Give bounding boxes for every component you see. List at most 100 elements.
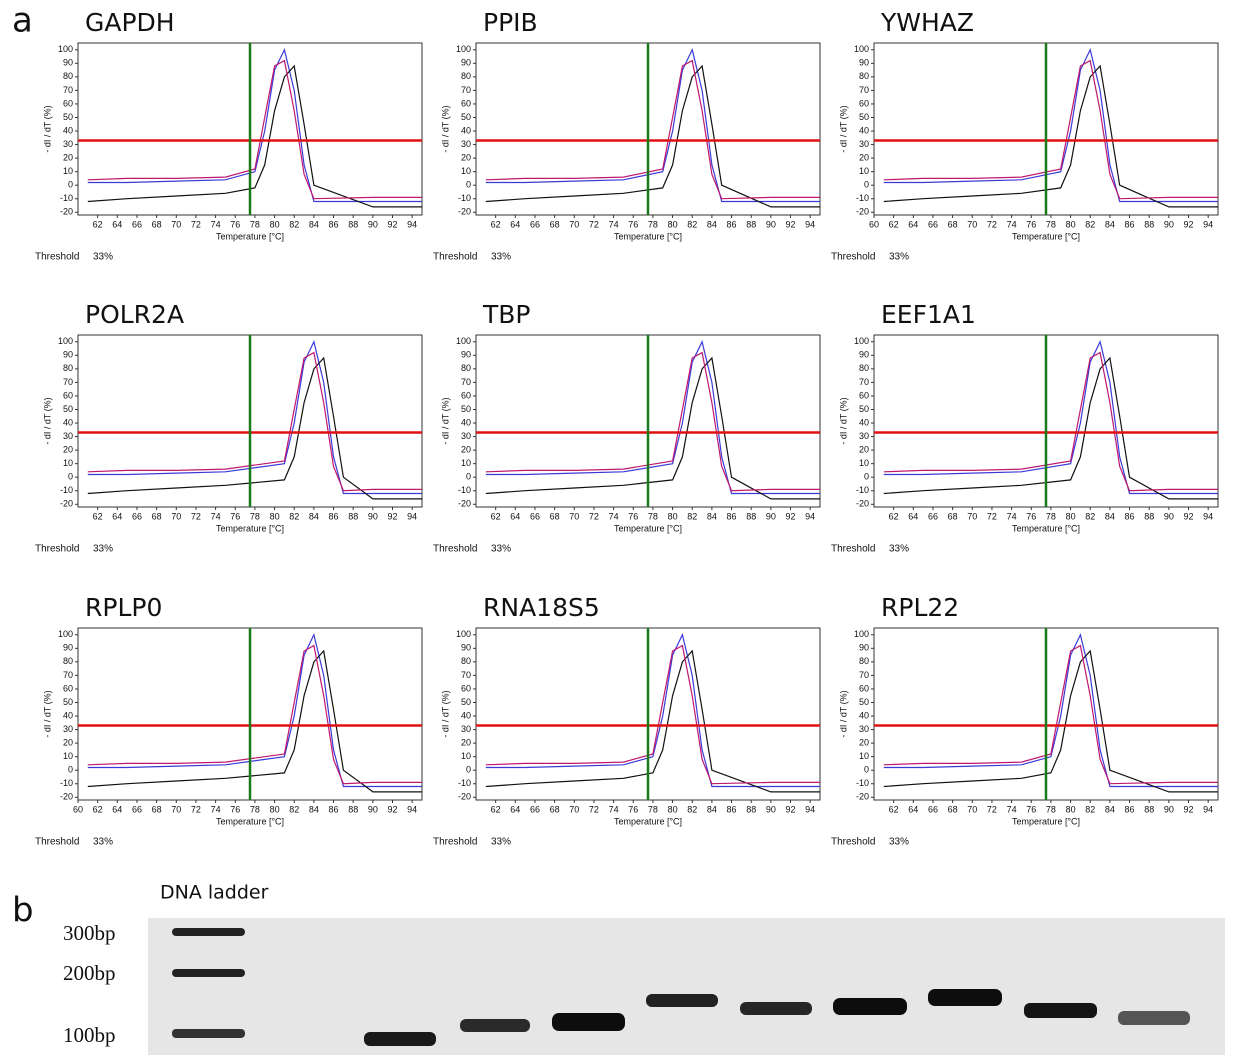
- y-tick-label: 100: [58, 336, 73, 346]
- x-tick-label: 72: [191, 804, 201, 814]
- threshold-value: 33%: [491, 252, 511, 263]
- y-axis-label: - dI / dT (%): [42, 105, 52, 152]
- threshold-label: Threshold: [35, 544, 79, 555]
- melt-curve-panel: PPIB-20-10010203040506070809010062646668…: [433, 8, 820, 263]
- x-tick-label: 64: [510, 511, 520, 521]
- x-tick-label: 90: [766, 219, 776, 229]
- x-tick-label: 64: [112, 804, 122, 814]
- melt-curve-panel: POLR2A-20-100102030405060708090100626466…: [35, 300, 422, 555]
- y-tick-label: -10: [60, 778, 73, 788]
- threshold-value: 33%: [93, 837, 113, 848]
- y-tick-label: 50: [63, 697, 73, 707]
- x-tick-label: 92: [786, 804, 796, 814]
- y-tick-label: 40: [859, 417, 869, 427]
- y-tick-label: 100: [456, 336, 471, 346]
- x-tick-label: 72: [987, 219, 997, 229]
- x-tick-label: 66: [132, 511, 142, 521]
- x-tick-label: 62: [491, 804, 501, 814]
- threshold-value: 33%: [491, 544, 511, 555]
- x-tick-label: 94: [407, 511, 417, 521]
- x-tick-label: 92: [388, 804, 398, 814]
- x-tick-label: 90: [766, 511, 776, 521]
- chart-title: PPIB: [483, 8, 538, 37]
- y-tick-label: 20: [461, 152, 471, 162]
- x-tick-label: 82: [687, 511, 697, 521]
- x-tick-label: 70: [171, 804, 181, 814]
- y-tick-label: 50: [859, 404, 869, 414]
- x-tick-label: 74: [609, 511, 619, 521]
- y-tick-label: -20: [856, 792, 869, 802]
- x-tick-label: 92: [1184, 219, 1194, 229]
- gel-image: [148, 918, 1225, 1055]
- y-tick-label: 20: [859, 152, 869, 162]
- x-tick-label: 90: [368, 804, 378, 814]
- threshold-value: 33%: [889, 252, 909, 263]
- y-tick-label: 10: [859, 166, 869, 176]
- y-tick-label: 70: [461, 670, 471, 680]
- x-tick-label: 64: [908, 219, 918, 229]
- y-tick-label: 40: [63, 710, 73, 720]
- x-axis-label: Temperature [°C]: [1012, 523, 1080, 533]
- x-tick-label: 78: [648, 219, 658, 229]
- y-tick-label: 0: [466, 472, 471, 482]
- ladder-title: DNA ladder: [160, 882, 269, 904]
- y-tick-label: 0: [466, 765, 471, 775]
- y-tick-label: 30: [859, 431, 869, 441]
- x-axis-label: Temperature [°C]: [1012, 816, 1080, 826]
- threshold-label: Threshold: [433, 252, 477, 263]
- y-tick-label: 80: [63, 656, 73, 666]
- y-tick-label: -10: [856, 485, 869, 495]
- x-tick-label: 82: [289, 219, 299, 229]
- x-tick-label: 86: [1125, 219, 1135, 229]
- x-tick-label: 64: [908, 804, 918, 814]
- threshold-value: 33%: [889, 837, 909, 848]
- y-axis-label: - dI / dT (%): [838, 690, 848, 737]
- y-tick-label: 100: [58, 629, 73, 639]
- x-tick-label: 94: [407, 804, 417, 814]
- y-tick-label: 30: [461, 724, 471, 734]
- x-tick-label: 76: [1026, 804, 1036, 814]
- y-tick-label: 100: [854, 336, 869, 346]
- x-tick-label: 84: [1105, 219, 1115, 229]
- y-tick-label: 60: [859, 683, 869, 693]
- x-tick-label: 94: [805, 219, 815, 229]
- panel-label: b: [12, 891, 34, 931]
- x-tick-label: 68: [550, 219, 560, 229]
- threshold-label: Threshold: [35, 252, 79, 263]
- y-tick-label: -10: [60, 485, 73, 495]
- x-tick-label: 76: [230, 511, 240, 521]
- y-tick-label: 20: [859, 737, 869, 747]
- ladder-label: 300bp: [63, 921, 116, 945]
- y-tick-label: 70: [63, 377, 73, 387]
- x-tick-label: 92: [786, 219, 796, 229]
- x-tick-label: 92: [1184, 511, 1194, 521]
- y-tick-label: 30: [63, 724, 73, 734]
- y-tick-label: 50: [461, 112, 471, 122]
- x-tick-label: 78: [648, 511, 658, 521]
- x-tick-label: 70: [967, 804, 977, 814]
- x-tick-label: 82: [1085, 804, 1095, 814]
- x-tick-label: 86: [329, 804, 339, 814]
- y-tick-label: 50: [859, 112, 869, 122]
- melt-curve-panel: EEF1A1-20-100102030405060708090100626466…: [831, 300, 1218, 555]
- x-tick-label: 62: [889, 511, 899, 521]
- x-tick-label: 66: [928, 511, 938, 521]
- melt-curve-panel: TBP-20-100102030405060708090100626466687…: [433, 300, 820, 555]
- x-tick-label: 62: [93, 219, 103, 229]
- x-tick-label: 74: [609, 219, 619, 229]
- y-tick-label: 60: [461, 98, 471, 108]
- chart-title: RNA18S5: [483, 593, 600, 622]
- x-tick-label: 88: [1144, 511, 1154, 521]
- threshold-label: Threshold: [831, 837, 875, 848]
- x-tick-label: 84: [309, 804, 319, 814]
- x-tick-label: 62: [93, 511, 103, 521]
- y-tick-label: 40: [461, 125, 471, 135]
- y-tick-label: 100: [456, 629, 471, 639]
- y-tick-label: 80: [461, 71, 471, 81]
- y-tick-label: 90: [63, 58, 73, 68]
- x-tick-label: 70: [967, 511, 977, 521]
- x-tick-label: 90: [1164, 219, 1174, 229]
- x-tick-label: 66: [132, 219, 142, 229]
- x-tick-label: 76: [230, 219, 240, 229]
- y-tick-label: 60: [461, 390, 471, 400]
